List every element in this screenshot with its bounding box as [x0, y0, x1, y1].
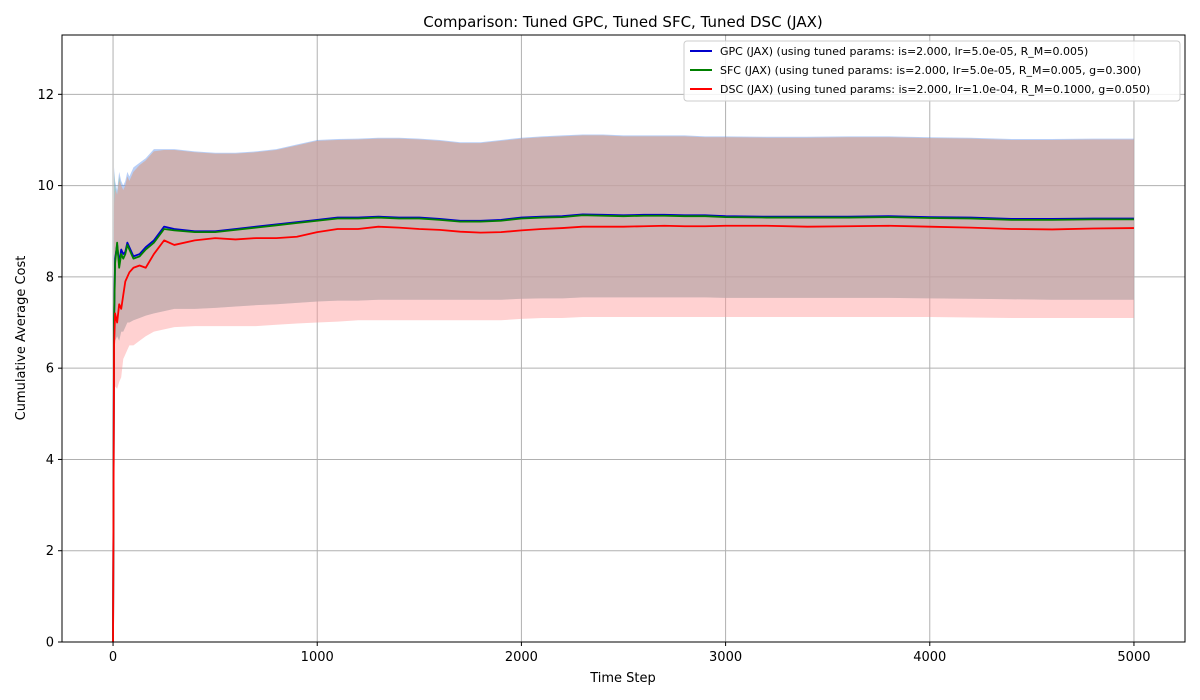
series-band-1 [113, 135, 1134, 642]
chart-title: Comparison: Tuned GPC, Tuned SFC, Tuned … [423, 13, 822, 31]
y-axis-label: Cumulative Average Cost [14, 256, 29, 421]
series-line-0 [112, 213, 1134, 643]
series-lines [112, 213, 1134, 643]
legend: GPC (JAX) (using tuned params: is=2.000,… [683, 40, 1181, 102]
x-tick-label: 4000 [913, 650, 946, 665]
confidence-bands [113, 134, 1134, 643]
x-tick-label: 2000 [505, 650, 538, 665]
x-tick-label: 5000 [1117, 650, 1150, 665]
series-band-2 [113, 135, 1134, 642]
y-axis-ticks: 0 2 4 6 8 10 12 [37, 88, 62, 651]
legend-label-2: DSC (JAX) (using tuned params: is=2.000,… [720, 83, 1150, 96]
legend-box [683, 40, 1181, 102]
y-tick-label: 4 [46, 453, 54, 468]
y-tick-label: 12 [37, 88, 54, 103]
y-tick-label: 2 [46, 544, 54, 559]
axes [61, 34, 1186, 643]
x-axis-label: Time Step [589, 671, 656, 686]
x-tick-label: 1000 [301, 650, 334, 665]
series-line-1 [112, 214, 1134, 643]
y-tick-label: 10 [37, 179, 54, 194]
legend-label-1: SFC (JAX) (using tuned params: is=2.000,… [720, 64, 1141, 77]
legend-label-0: GPC (JAX) (using tuned params: is=2.000,… [720, 45, 1088, 58]
y-tick-label: 0 [46, 636, 54, 651]
series-line-2 [112, 224, 1134, 643]
x-tick-label: 3000 [709, 650, 742, 665]
y-tick-label: 6 [46, 362, 54, 377]
x-tick-label: 0 [109, 650, 117, 665]
x-axis-ticks: 0 1000 2000 3000 4000 5000 [109, 642, 1151, 665]
series-band-0 [113, 134, 1134, 643]
y-tick-label: 8 [46, 270, 54, 285]
plot-frame [61, 34, 1186, 643]
